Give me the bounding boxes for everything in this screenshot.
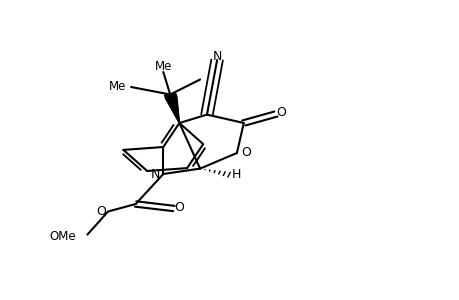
Text: O: O xyxy=(95,205,106,218)
Text: O: O xyxy=(174,201,184,214)
Polygon shape xyxy=(165,96,179,123)
Text: Me: Me xyxy=(154,60,172,73)
Text: O: O xyxy=(241,146,251,159)
Text: OMe: OMe xyxy=(49,230,76,243)
Text: N: N xyxy=(212,50,221,63)
Text: H: H xyxy=(231,168,241,181)
Text: O: O xyxy=(276,106,286,119)
Text: Me: Me xyxy=(108,80,126,94)
Text: N: N xyxy=(150,168,159,182)
Polygon shape xyxy=(164,94,179,123)
